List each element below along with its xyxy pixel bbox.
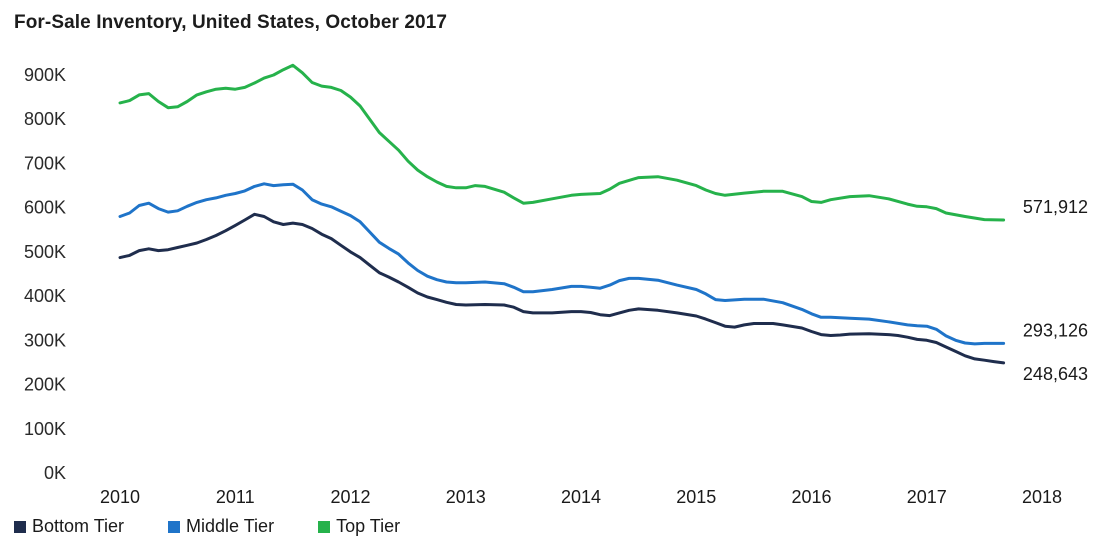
end-label-top-tier: 571,912 bbox=[1023, 197, 1088, 217]
legend: Bottom Tier Middle Tier Top Tier bbox=[14, 516, 400, 537]
legend-swatch bbox=[168, 520, 181, 533]
y-tick-label: 200K bbox=[24, 375, 66, 395]
y-tick-label: 100K bbox=[24, 419, 66, 439]
series-line-top-tier bbox=[118, 63, 1006, 222]
x-tick-label: 2011 bbox=[216, 487, 255, 507]
legend-swatch bbox=[14, 520, 26, 533]
x-tick-label: 2017 bbox=[907, 487, 947, 507]
series-layer bbox=[118, 63, 1006, 365]
end-label-middle-tier: 293,126 bbox=[1023, 320, 1088, 340]
legend-label: Middle Tier bbox=[186, 516, 275, 536]
x-tick-label: 2018 bbox=[1022, 487, 1062, 507]
legend-label: Bottom Tier bbox=[32, 516, 125, 536]
legend-item-bottom-tier: Bottom Tier bbox=[14, 516, 124, 537]
y-tick-label: 800K bbox=[24, 109, 66, 129]
series-line-middle-tier bbox=[118, 182, 1006, 346]
end-labels: 248,643 293,126 571,912 bbox=[1023, 197, 1088, 384]
x-tick-label: 2015 bbox=[676, 487, 716, 507]
y-tick-label: 300K bbox=[24, 330, 66, 350]
y-tick-label: 0K bbox=[44, 463, 66, 483]
y-tick-label: 900K bbox=[24, 65, 66, 85]
series-line-bottom-tier bbox=[118, 212, 1006, 365]
x-tick-label: 2013 bbox=[446, 487, 486, 507]
legend-swatch bbox=[318, 520, 331, 533]
y-tick-label: 700K bbox=[24, 153, 66, 173]
legend-item-top-tier: Top Tier bbox=[318, 516, 400, 537]
x-tick-label: 2010 bbox=[100, 487, 140, 507]
legend-item-middle-tier: Middle Tier bbox=[168, 516, 274, 537]
end-label-bottom-tier: 248,643 bbox=[1023, 364, 1088, 384]
x-tick-label: 2012 bbox=[330, 487, 370, 507]
y-tick-label: 500K bbox=[24, 242, 66, 262]
legend-label: Top Tier bbox=[336, 516, 401, 536]
y-axis: 0K 100K 200K 300K 400K 500K 600K 700K 800K 900K bbox=[24, 65, 66, 483]
x-axis: 2010 2011 2012 2013 2014 2015 2016 2017 2018 bbox=[100, 487, 1062, 507]
x-tick-label: 2016 bbox=[791, 487, 831, 507]
x-tick-label: 2014 bbox=[561, 487, 601, 507]
y-tick-label: 400K bbox=[24, 286, 66, 306]
chart-title: For-Sale Inventory, United States, Octob… bbox=[14, 12, 448, 33]
y-tick-label: 600K bbox=[24, 198, 66, 218]
